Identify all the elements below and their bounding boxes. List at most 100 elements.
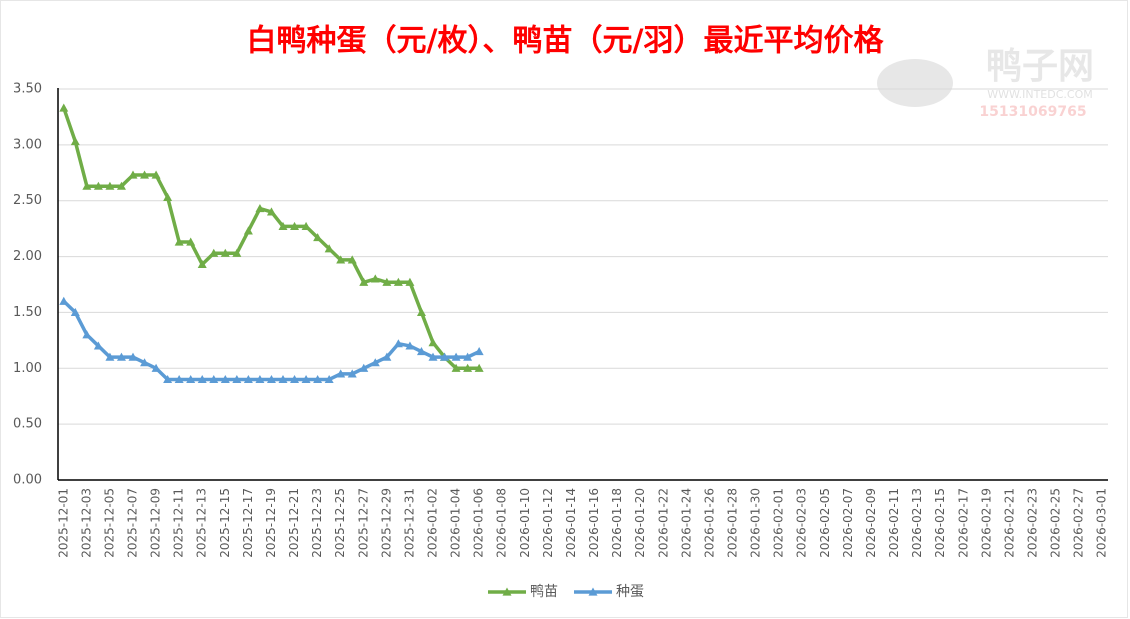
- point-marker: [313, 233, 323, 242]
- point-marker: [324, 244, 334, 253]
- point-marker: [209, 374, 219, 384]
- x-tick-label: 2026-02-23: [1026, 488, 1040, 558]
- point-marker: [128, 352, 138, 361]
- point-marker: [163, 192, 173, 201]
- point-marker: [209, 248, 219, 257]
- point-marker: [163, 374, 173, 384]
- x-tick-label: 2025-12-17: [241, 488, 255, 558]
- point-marker: [416, 347, 426, 356]
- point-marker: [243, 374, 253, 384]
- point-marker: [463, 363, 473, 372]
- point-marker: [393, 277, 403, 286]
- chart-title: 白鸭种蛋（元/枚）、鸭苗（元/羽）最近平均价格: [247, 24, 885, 59]
- point-marker: [428, 338, 438, 347]
- point-marker: [266, 207, 276, 216]
- x-tick-label: 2025-12-19: [264, 488, 278, 558]
- x-tick-label: 2026-01-02: [426, 488, 440, 558]
- point-marker: [255, 204, 265, 213]
- x-tick-label: 2026-01-14: [564, 488, 578, 558]
- point-marker: [128, 170, 138, 179]
- watermark-site: WWW.INTEDC.COM: [987, 88, 1092, 101]
- point-marker: [82, 330, 92, 339]
- y-tick-label: 1.00: [13, 361, 42, 376]
- x-tick-label: 2026-01-24: [679, 488, 693, 558]
- x-tick-label: 2026-01-26: [702, 488, 716, 558]
- x-tick-label: 2026-02-05: [818, 488, 832, 558]
- point-marker: [232, 248, 242, 257]
- point-marker: [59, 103, 69, 112]
- point-marker: [174, 237, 184, 246]
- point-marker: [151, 170, 161, 179]
- x-tick-label: 2025-12-03: [79, 488, 93, 558]
- point-marker: [336, 255, 346, 264]
- point-marker: [220, 248, 230, 257]
- x-tick-label: 2025-12-05: [102, 488, 116, 558]
- watermark-name: 鸭子网: [986, 46, 1094, 87]
- point-marker: [370, 358, 380, 367]
- x-tick-label: 2025-12-01: [56, 488, 70, 558]
- point-marker: [243, 226, 253, 235]
- point-marker: [278, 221, 288, 231]
- x-tick-label: 2025-12-27: [356, 488, 370, 558]
- x-tick-label: 2025-12-11: [172, 488, 186, 558]
- point-marker: [451, 363, 461, 372]
- x-tick-label: 2025-12-15: [218, 488, 232, 558]
- x-tick-label: 2026-01-20: [633, 488, 647, 558]
- point-marker: [278, 374, 288, 384]
- x-tick-label: 2026-01-06: [472, 488, 486, 558]
- legend-marker: [588, 587, 598, 596]
- x-tick-label: 2025-12-13: [195, 488, 209, 558]
- point-marker: [301, 374, 311, 384]
- point-marker: [59, 296, 69, 305]
- point-marker: [428, 352, 438, 361]
- point-marker: [140, 170, 150, 179]
- y-tick-label: 0.00: [13, 473, 42, 488]
- point-marker: [359, 363, 369, 372]
- x-tick-label: 2026-02-11: [887, 488, 901, 558]
- watermark-phone: 15131069765: [979, 104, 1086, 120]
- y-tick-label: 1.50: [13, 305, 42, 320]
- x-tick-label: 2026-01-30: [749, 488, 763, 558]
- x-tick-label: 2026-01-22: [656, 488, 670, 558]
- x-tick-label: 2026-02-09: [864, 488, 878, 558]
- x-tick-label: 2026-02-13: [910, 488, 924, 558]
- point-marker: [301, 221, 311, 231]
- y-tick-label: 0.50: [13, 417, 42, 432]
- y-tick-label: 2.50: [13, 193, 42, 208]
- x-tick-label: 2026-03-01: [1095, 488, 1109, 558]
- point-marker: [336, 369, 346, 378]
- point-marker: [105, 181, 115, 190]
- point-marker: [463, 352, 473, 361]
- point-marker: [197, 259, 207, 268]
- point-marker: [151, 363, 161, 372]
- x-tick-label: 2026-02-03: [795, 488, 809, 558]
- point-marker: [313, 374, 323, 384]
- point-marker: [393, 339, 403, 348]
- point-marker: [382, 352, 392, 361]
- x-tick-label: 2026-01-16: [587, 488, 601, 558]
- point-marker: [70, 137, 80, 146]
- x-tick-label: 2025-12-07: [126, 488, 140, 558]
- point-marker: [359, 277, 369, 286]
- point-marker: [370, 274, 380, 283]
- x-tick-label: 2025-12-09: [149, 488, 163, 558]
- point-marker: [266, 374, 276, 384]
- point-marker: [105, 352, 115, 361]
- point-marker: [382, 277, 392, 286]
- x-tick-label: 2026-01-12: [541, 488, 555, 558]
- point-marker: [232, 374, 242, 384]
- point-marker: [290, 221, 300, 231]
- x-tick-label: 2025-12-29: [379, 488, 393, 558]
- point-marker: [93, 341, 103, 350]
- x-tick-label: 2026-02-21: [1002, 488, 1016, 558]
- point-marker: [347, 255, 357, 264]
- y-tick-label: 3.50: [13, 82, 42, 97]
- x-tick-label: 2026-02-15: [933, 488, 947, 558]
- point-marker: [474, 347, 484, 356]
- point-marker: [116, 181, 126, 190]
- x-tick-label: 2025-12-23: [310, 488, 324, 558]
- point-marker: [174, 374, 184, 384]
- x-tick-label: 2026-02-01: [772, 488, 786, 558]
- x-tick-label: 2026-02-27: [1072, 488, 1086, 558]
